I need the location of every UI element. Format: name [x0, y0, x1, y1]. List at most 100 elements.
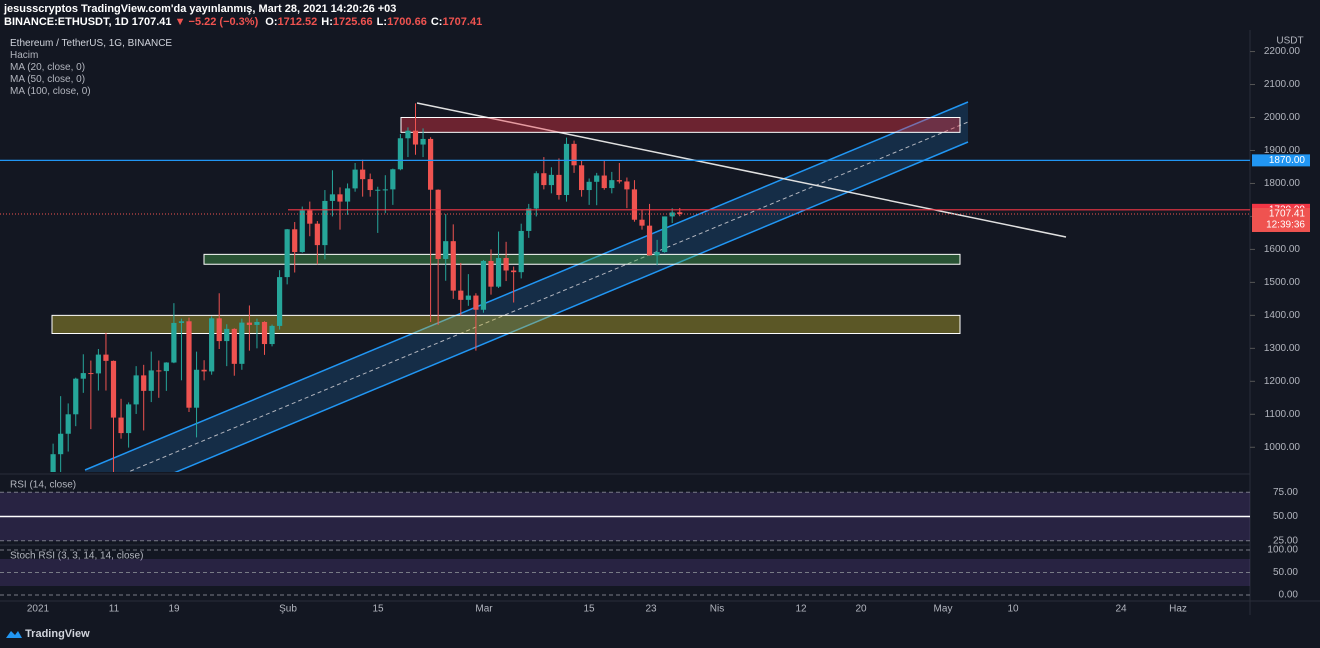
x-tick-label: 20: [855, 604, 867, 615]
y-tick-label: 50.00: [1273, 567, 1298, 578]
candle-body: [239, 322, 245, 364]
candle-body: [50, 454, 56, 472]
candle-body: [246, 322, 252, 325]
candle-body: [360, 169, 366, 180]
candle-body: [65, 414, 71, 434]
candle-body: [126, 404, 132, 434]
candle-body: [465, 295, 471, 300]
zone: [400, 116, 961, 133]
y-tick-label: 0.00: [1279, 590, 1299, 601]
y-tick-label: 1100.00: [1265, 409, 1301, 420]
candle-body: [193, 369, 200, 408]
footer: TradingView: [6, 628, 90, 640]
legend-item: Hacim: [10, 50, 39, 61]
candle-body: [390, 169, 396, 190]
channel-mid: [126, 121, 969, 472]
channel-upper: [84, 101, 969, 471]
legend-item: MA (20, close, 0): [10, 62, 86, 73]
y-tick-label: 1200.00: [1264, 376, 1301, 387]
candle-body: [662, 216, 668, 253]
candle-body: [88, 373, 94, 375]
candle-body: [488, 260, 494, 287]
candle-body: [178, 321, 185, 323]
candle-body: [518, 230, 524, 273]
x-tick-label: 24: [1115, 604, 1127, 615]
candle-body: [261, 321, 268, 345]
candle-body: [201, 369, 207, 372]
candle-body: [594, 175, 600, 182]
y-tick-label: 1300.00: [1264, 343, 1301, 354]
x-tick-label: May: [934, 604, 953, 615]
ohlc: O:1712.52 H:1725.66 L:1700.66 C:1707.41: [261, 16, 482, 28]
candle-body: [548, 174, 554, 186]
legend-item: MA (100, close, 0): [10, 86, 91, 97]
x-tick-label: Haz: [1169, 604, 1187, 615]
candle-body: [405, 130, 411, 139]
x-tick-label: Şub: [279, 604, 297, 615]
countdown: 12:39:36: [1266, 220, 1305, 231]
y-tick-label: 1800.00: [1264, 178, 1301, 189]
candle-body: [563, 143, 570, 195]
candle-body: [616, 180, 622, 182]
ohlc-value: 1725.66: [332, 16, 373, 28]
y-tick-label: 1000.00: [1264, 442, 1301, 453]
ohlc-label: L:: [376, 16, 388, 28]
zone: [203, 253, 961, 265]
x-tick-label: 2021: [27, 604, 50, 615]
y-tick-label: 2000.00: [1264, 112, 1301, 123]
rsi-title: RSI (14, close): [10, 480, 76, 491]
candle-body: [307, 210, 313, 224]
candle-body: [450, 241, 456, 291]
candle-body: [110, 360, 117, 418]
candle-body: [322, 200, 328, 246]
candle-body: [329, 194, 336, 201]
candle-body: [412, 130, 419, 145]
candle-body: [133, 375, 139, 405]
candle-body: [254, 321, 260, 325]
x-tick-label: 19: [168, 604, 180, 615]
candle-body: [609, 180, 615, 189]
candle-body: [292, 229, 298, 253]
candle-body: [480, 260, 487, 310]
candle-body: [571, 143, 577, 166]
candle-body: [654, 252, 660, 256]
ohlc-label: C:: [430, 16, 443, 28]
candle-body: [186, 321, 192, 408]
x-tick-label: 11: [109, 604, 120, 615]
candle-body: [420, 138, 426, 145]
change: ▼ −5.22 (−0.3%): [174, 16, 259, 28]
price: 1707.41: [131, 16, 172, 28]
candle-body: [511, 270, 517, 273]
x-tick-label: 12: [795, 604, 807, 615]
ohlc-value: 1700.66: [387, 16, 427, 28]
y-tick-label: 25.00: [1273, 535, 1298, 546]
candle-body: [171, 322, 177, 363]
symbol: BINANCE:ETHUSDT, 1D: [4, 16, 129, 28]
candle-body: [148, 370, 154, 391]
candle-body: [80, 373, 86, 379]
candle-body: [156, 370, 162, 372]
candle-body: [118, 417, 124, 434]
candle-body: [314, 223, 320, 246]
x-tick-label: 23: [645, 604, 657, 615]
candle-body: [533, 173, 539, 209]
legend-item: Ethereum / TetherUS, 1G, BINANCE: [10, 38, 173, 49]
y-tick-label: 50.00: [1273, 511, 1298, 522]
candle-body: [209, 318, 215, 372]
candle-body: [103, 354, 109, 361]
logo: [6, 631, 22, 639]
candle-body: [443, 241, 449, 259]
candle-body: [344, 188, 351, 202]
candle-body: [367, 179, 373, 191]
candle-body: [586, 181, 592, 191]
footer-text: TradingView: [25, 628, 90, 640]
ohlc-label: H:: [321, 16, 333, 28]
candle-body: [337, 194, 343, 202]
candle-body: [382, 189, 388, 191]
ohlc-value: 1707.41: [442, 16, 483, 28]
candle-body: [428, 138, 434, 190]
x-tick-label: 15: [372, 604, 384, 615]
y-tick-label: 1900.00: [1264, 145, 1301, 156]
trendline: [416, 102, 1067, 238]
candle-body: [277, 277, 283, 326]
